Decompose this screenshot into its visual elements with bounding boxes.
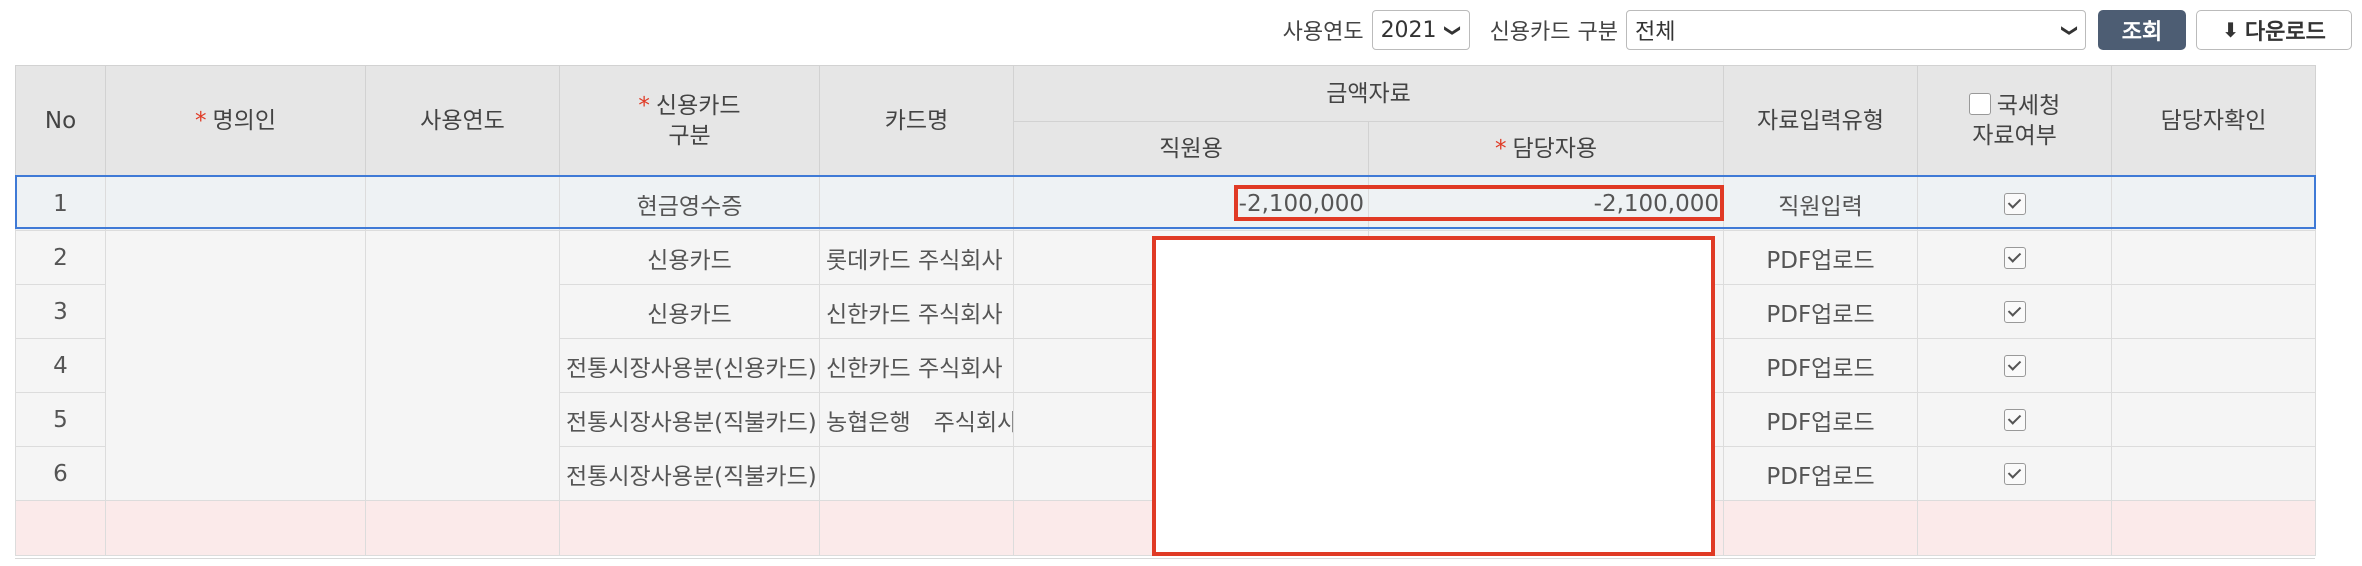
cell-no: 2 [15, 230, 106, 285]
header-owner-label: 명의인 [212, 108, 276, 134]
table-bottom-border [15, 558, 2315, 559]
header-manager-check: 담당자확인 [2111, 65, 2317, 177]
cell-card-type[interactable]: 신용카드 [559, 230, 820, 285]
cell-card-type[interactable] [559, 500, 820, 556]
cell-input-type: PDF업로드 [1723, 284, 1919, 339]
cell-card-name[interactable] [819, 446, 1014, 501]
cell-input-type: PDF업로드 [1723, 338, 1919, 393]
cell-amount-staff[interactable]: -2,100,000 [1013, 176, 1369, 231]
search-button[interactable]: 조회 [2098, 10, 2186, 50]
nts-checkbox[interactable] [2003, 301, 2026, 323]
cell-nts [1917, 500, 2113, 556]
cell-amount-manager[interactable]: -2,100,000 [1367, 176, 1725, 231]
cell-input-type: PDF업로드 [1723, 230, 1919, 285]
cell-manager-check[interactable] [2111, 500, 2317, 556]
cell-card-type[interactable]: 전통시장사용분(직불카드) [559, 446, 820, 501]
chevron-down-icon: ❯ [1444, 23, 1464, 37]
cell-input-type: PDF업로드 [1723, 446, 1919, 501]
redaction-box [1152, 236, 1715, 556]
select-all-checkbox[interactable] [1968, 93, 1991, 115]
cell-manager-check[interactable] [2111, 392, 2317, 447]
cell-year[interactable] [365, 230, 560, 501]
cell-card-name[interactable] [819, 176, 1014, 231]
cell-card-name[interactable] [819, 500, 1014, 556]
cell-card-type[interactable]: 전통시장사용분(신용카드) [559, 338, 820, 393]
cell-nts [1917, 392, 2113, 447]
year-select-value: 2021 [1380, 17, 1437, 43]
header-owner: * 명의인 [105, 65, 366, 177]
cell-card-name[interactable]: 롯데카드 주식회사 [819, 230, 1014, 285]
cell-nts [1917, 176, 2113, 231]
header-amount-manager: * 담당자용 [1367, 121, 1725, 177]
header-year: 사용연도 [365, 65, 560, 177]
cell-manager-check[interactable] [2111, 176, 2317, 231]
cell-card-name[interactable]: 신한카드 주식회사 [819, 338, 1014, 393]
header-amount-manager-label: 담당자용 [1512, 136, 1598, 162]
required-mark: * [638, 93, 650, 119]
cell-owner[interactable] [105, 230, 366, 501]
cell-input-type [1723, 500, 1919, 556]
cell-manager-check[interactable] [2111, 284, 2317, 339]
cell-manager-check[interactable] [2111, 338, 2317, 393]
nts-checkbox[interactable] [2003, 247, 2026, 269]
cell-no [15, 500, 106, 556]
nts-checkbox[interactable] [2003, 409, 2026, 431]
cell-card-type[interactable]: 신용카드 [559, 284, 820, 339]
cell-nts [1917, 446, 2113, 501]
cell-nts [1917, 338, 2113, 393]
toolbar: 사용연도 2021 ❯ 신용카드 구분 전체 ❯ 조회 ⬇ 다운로드 [0, 0, 2362, 60]
download-button[interactable]: ⬇ 다운로드 [2196, 10, 2352, 50]
cell-input-type: PDF업로드 [1723, 392, 1919, 447]
card-type-select[interactable]: 전체 ❯ [1626, 10, 2086, 50]
cell-year[interactable] [365, 500, 560, 556]
cell-no: 3 [15, 284, 106, 339]
nts-checkbox[interactable] [2003, 355, 2026, 377]
cell-owner[interactable] [105, 500, 366, 556]
header-amount-staff: 직원용 [1013, 121, 1369, 177]
year-select[interactable]: 2021 ❯ [1371, 10, 1470, 50]
table-row[interactable]: 1 현금영수증 -2,100,000 -2,100,000 직원입력 [15, 176, 2317, 231]
required-mark: * [195, 108, 207, 134]
required-mark: * [1494, 136, 1507, 162]
cell-manager-check[interactable] [2111, 446, 2317, 501]
header-card-type: * 신용카드 구분 [559, 65, 820, 177]
card-type-select-value: 전체 [1635, 20, 1676, 45]
nts-checkbox[interactable] [2003, 193, 2026, 215]
cell-card-name[interactable]: 농협은행 주식회사 [819, 392, 1014, 447]
header-nts-label: 국세청 자료여부 [1972, 93, 2061, 149]
cell-card-name[interactable]: 신한카드 주식회사 [819, 284, 1014, 339]
nts-checkbox[interactable] [2003, 463, 2026, 485]
cell-owner[interactable] [105, 176, 366, 231]
header-input-type: 자료입력유형 [1723, 65, 1919, 177]
cell-year[interactable] [365, 176, 560, 231]
header-card-type-label: 신용카드 구분 [655, 93, 741, 149]
header-nts: 국세청 자료여부 [1917, 65, 2113, 177]
cell-card-type[interactable]: 전통시장사용분(직불카드) [559, 392, 820, 447]
table-row[interactable]: 2 신용카드 롯데카드 주식회사 PDF업로드 [15, 230, 2317, 501]
header-card-name: 카드명 [819, 65, 1014, 177]
cell-card-type[interactable]: 현금영수증 [559, 176, 820, 231]
cell-manager-check[interactable] [2111, 230, 2317, 285]
download-icon: ⬇ [2222, 18, 2239, 42]
cell-nts [1917, 230, 2113, 285]
chevron-down-icon: ❯ [2060, 23, 2080, 37]
header-amount: 금액자료 [1012, 65, 1725, 122]
year-label: 사용연도 [1282, 20, 1364, 45]
cell-no: 1 [15, 176, 106, 231]
cell-no: 6 [15, 446, 106, 501]
cell-no: 4 [15, 338, 106, 393]
header-no: No [15, 65, 106, 177]
cell-input-type: 직원입력 [1723, 176, 1919, 231]
cell-nts [1917, 284, 2113, 339]
card-type-label: 신용카드 구분 [1489, 20, 1618, 45]
cell-no: 5 [15, 392, 106, 447]
download-button-label: 다운로드 [2244, 20, 2326, 45]
